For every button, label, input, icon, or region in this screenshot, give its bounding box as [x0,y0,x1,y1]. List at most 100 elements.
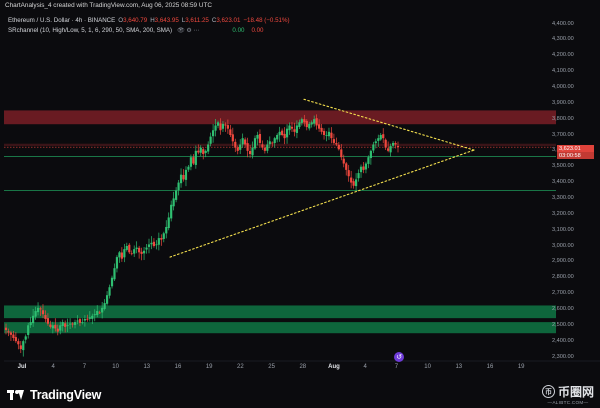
price-axis-tick: 2,300.00 [552,353,574,360]
watermark-url: —ALIBTC.COM— [547,400,589,405]
candle [182,174,185,180]
candle [305,120,308,128]
candle [211,130,215,137]
candle [298,122,301,128]
candle [219,123,222,131]
candle [204,150,207,153]
candle [29,322,32,326]
candle [123,249,126,258]
candle [17,341,20,345]
candle [160,238,163,240]
time-axis-tick: 7 [394,364,399,370]
candle [389,146,392,153]
candle [387,148,390,151]
candle [278,131,281,136]
candle [83,318,86,321]
price-axis-tick: 3,400.00 [552,179,574,186]
candle [113,268,116,280]
candle [66,325,69,327]
candle [73,322,77,325]
candle [266,144,269,151]
candle [224,124,227,126]
candle [115,257,119,269]
price-axis-tick: 4,100.00 [552,68,574,75]
candle [147,244,151,247]
candle [69,323,72,325]
time-axis-tick: 19 [205,364,213,370]
ohlc-low: L3,611.25 [181,17,209,24]
tradingview-logo: TradingView [7,388,101,402]
candle [330,132,333,139]
candle [347,170,350,177]
candle [226,125,229,129]
watermark-text: 币圈网 [557,385,594,399]
candle [71,323,74,325]
candle [101,307,104,313]
candle [61,322,64,327]
indicator-name[interactable]: SRchannel (10, High/Low, 5, 1, 6, 290, 5… [8,27,173,34]
price-axis-tick: 4,400.00 [552,20,574,27]
price-axis-tick: 3,300.00 [552,194,574,201]
price-change: −18.48 (−0.51%) [243,17,290,24]
price-axis-tick: 3,800.00 [552,115,574,122]
candle [54,324,57,329]
price-axis-tick: 2,900.00 [552,258,574,265]
time-axis-tick: 4 [363,364,367,370]
price-axis-tick: 2,600.00 [552,305,574,312]
price-axis-tick: 2,400.00 [552,337,574,344]
candle [374,141,377,144]
replay-icon[interactable]: ↺ [394,352,404,362]
candle [345,163,348,170]
indicator-legend: SRchannel (10, High/Low, 5, 1, 6, 290, 5… [8,27,264,34]
candle [396,146,400,148]
candle [9,332,13,335]
candle [372,144,375,151]
candle [76,320,79,322]
indicator-settings-icon[interactable]: 👁 ⚙ ⋯ [177,28,200,34]
candle [283,133,286,139]
time-axis-tick: 13 [143,364,151,370]
time-axis-tick: 28 [299,364,307,370]
candle [98,312,101,314]
candle [276,135,279,140]
candle [128,244,131,253]
price-axis-tick: 2,700.00 [552,290,574,297]
candle [39,308,42,310]
price-axis-tick: 4,300.00 [552,36,574,43]
chart-title: ChartAnalysis_4 created with TradingView… [5,2,212,9]
candle [7,331,10,333]
candle [12,334,15,338]
tradingview-mark-icon [7,390,25,400]
candle [177,182,180,191]
candle [118,252,121,258]
time-axis-tick: 16 [486,364,494,370]
price-axis-tick: 3,900.00 [552,99,574,106]
candle [32,315,35,324]
candle [27,325,30,335]
candle [234,141,237,148]
candle [120,252,123,259]
candle [295,125,299,133]
ohlc-close: C3,623.01 [211,17,241,24]
candle [162,233,165,239]
candle [170,204,173,219]
candle [357,173,360,179]
time-axis-tick: 10 [424,364,431,370]
candle [41,310,45,315]
price-axis-tick: 3,100.00 [552,226,574,233]
candle [189,157,193,167]
symbol-name[interactable]: Ethereum / U.S. Dollar · 4h · BINANCE [8,17,116,24]
candle [308,123,311,129]
candle [288,125,291,131]
candle [327,131,331,137]
candle [157,238,160,245]
triangle-upper-line [303,98,475,151]
support-zone [4,322,556,334]
candle [239,144,242,150]
candle [36,307,40,313]
candle [167,217,170,229]
candle [379,135,382,140]
candle [325,135,328,136]
watermark: 币 币圈网 —ALIBTC.COM— [541,383,594,405]
